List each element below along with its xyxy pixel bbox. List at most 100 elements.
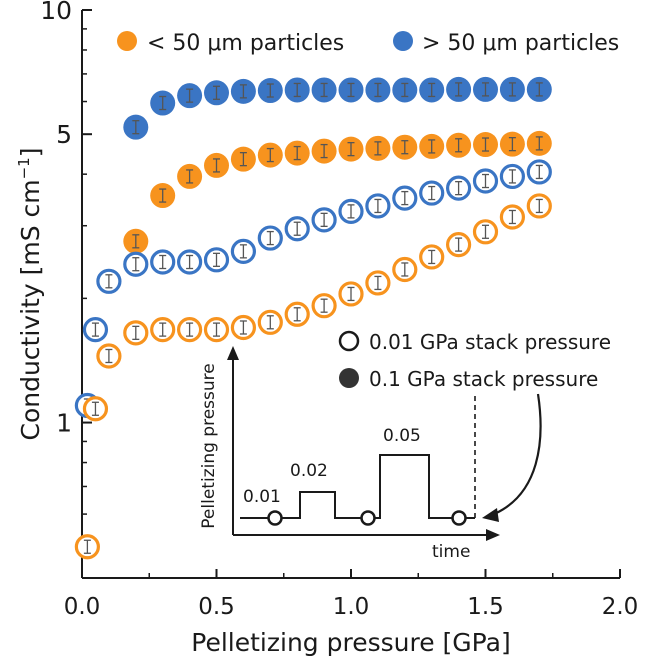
data-point <box>472 168 499 194</box>
data-point <box>82 396 109 422</box>
x-tick-label: 0.5 <box>198 594 235 620</box>
data-point <box>311 77 337 103</box>
data-point <box>284 216 310 242</box>
data-point <box>526 159 552 185</box>
data-point <box>257 225 283 251</box>
y-axis-label-end: ] <box>16 148 45 158</box>
data-point <box>419 133 445 159</box>
inset-x-label: time <box>432 542 470 562</box>
inset-schematic: 0.01 0.02 0.05 Pelletizing pressure time <box>199 346 542 562</box>
data-point <box>446 175 472 201</box>
data-point <box>526 193 552 219</box>
data-point <box>150 183 176 209</box>
data-point <box>338 281 364 307</box>
data-point <box>257 78 283 104</box>
data-point <box>338 136 364 162</box>
data-point <box>74 534 100 560</box>
inset-step-marker-3 <box>451 510 467 526</box>
data-point <box>419 180 445 206</box>
data-point <box>96 268 122 294</box>
x-axis-label: Pelletizing pressure [GPa] <box>191 628 510 657</box>
legend-open-marker <box>338 330 360 352</box>
data-point <box>311 293 337 319</box>
inset-y-arrow <box>227 346 239 360</box>
y-tick-label: 5 <box>56 120 72 149</box>
data-point <box>472 219 499 245</box>
inset-step-label-3: 0.05 <box>383 426 421 446</box>
data-point <box>150 249 176 275</box>
data-point <box>123 251 149 277</box>
data-point <box>82 317 109 343</box>
data-point <box>123 114 149 140</box>
data-point <box>204 152 229 178</box>
legend-filled-label: 0.1 GPa stack pressure <box>369 367 598 391</box>
data-point <box>257 142 283 168</box>
data-point <box>177 249 203 275</box>
legend-particle-size: < 50 μm particles > 50 μm particles <box>117 31 619 56</box>
minor-ticks <box>82 28 554 578</box>
data-point <box>526 130 552 156</box>
data-point <box>499 163 526 190</box>
data-point <box>338 77 364 103</box>
data-point <box>177 83 203 109</box>
data-point <box>284 140 310 166</box>
y-tick-label: 10 <box>40 0 72 25</box>
data-point <box>338 198 364 224</box>
data-point <box>177 317 203 343</box>
data-point <box>365 135 391 161</box>
data-point <box>473 132 498 158</box>
inset-step-marker-2 <box>360 510 376 526</box>
legend-stack-pressure: 0.01 GPa stack pressure 0.1 GPa stack pr… <box>338 330 611 391</box>
inset-pointer-arrowhead <box>482 508 499 522</box>
data-point <box>392 185 418 211</box>
data-point <box>257 309 283 335</box>
data-point <box>203 247 230 273</box>
data-point <box>284 77 310 103</box>
data-point <box>365 77 391 103</box>
data-point <box>150 90 176 116</box>
data-point <box>204 80 229 106</box>
legend-open-label: 0.01 GPa stack pressure <box>369 330 611 354</box>
data-point <box>365 270 391 296</box>
x-ticks: 0.0 0.5 1.0 1.5 2.0 <box>64 569 639 620</box>
data-point <box>230 78 256 104</box>
data-point <box>446 132 472 158</box>
data-point <box>203 317 230 343</box>
legend-large-label: > 50 μm particles <box>422 31 619 56</box>
data-point <box>177 163 203 189</box>
inset-pressure-profile <box>240 454 475 519</box>
inset-x-arrow <box>486 529 500 541</box>
data-point <box>96 343 122 369</box>
x-tick-label: 0.0 <box>64 594 101 620</box>
data-point <box>230 146 256 172</box>
data-point <box>499 76 525 102</box>
data-point <box>419 77 445 103</box>
data-point <box>499 204 526 230</box>
data-point <box>446 76 472 102</box>
x-tick-label: 1.0 <box>333 594 370 620</box>
data-point <box>311 207 337 233</box>
data-point <box>392 134 418 160</box>
data-point <box>499 131 525 157</box>
legend-large-marker <box>393 31 413 51</box>
data-point <box>150 317 176 343</box>
data-point <box>526 76 552 102</box>
data-point <box>230 238 256 264</box>
y-axis-label: Conductivity [mS cm−1] <box>15 148 45 441</box>
inset-pointer-arrow <box>491 393 542 517</box>
inset-y-label: Pelletizing pressure <box>199 363 219 528</box>
data-point <box>123 228 149 254</box>
data-point <box>446 231 472 258</box>
x-tick-label: 1.5 <box>467 594 504 620</box>
x-tick-label: 2.0 <box>602 594 639 620</box>
y-axis-label-main: Conductivity [mS cm <box>16 179 45 440</box>
y-tick-label: 1 <box>56 409 72 438</box>
inset-step-label-1: 0.01 <box>243 487 281 507</box>
legend-small-label: < 50 μm particles <box>147 31 344 56</box>
inset-step-marker-1 <box>267 510 283 526</box>
legend-filled-marker <box>339 368 359 388</box>
data-point <box>284 301 310 327</box>
y-axis-label-sup: −1 <box>15 157 33 179</box>
data-point <box>365 193 391 219</box>
